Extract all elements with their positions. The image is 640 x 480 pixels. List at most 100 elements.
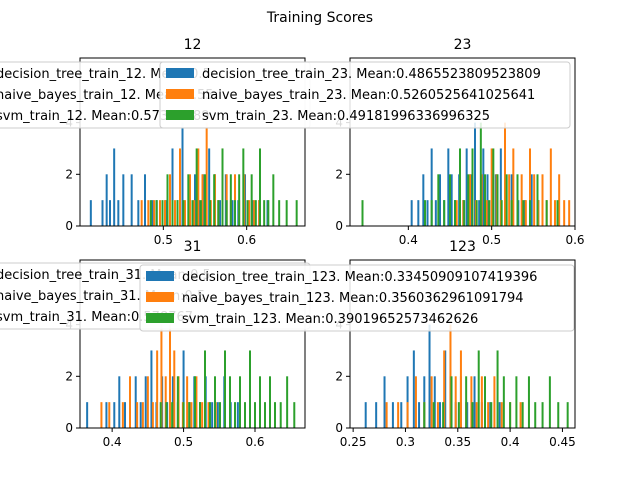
legend-123: decision_tree_train_123. Mean:0.33450909… (139, 264, 575, 332)
histogram-bar (432, 402, 435, 428)
histogram-bar (534, 402, 537, 428)
histogram-bar (144, 376, 147, 428)
legend-23: decision_tree_train_23. Mean:0.486552380… (159, 61, 571, 129)
histogram-bar (530, 174, 533, 226)
histogram-bar (439, 174, 441, 226)
x-tick-label: 0.5 (174, 435, 193, 449)
histogram-bar (195, 376, 198, 428)
histogram-bar (144, 174, 146, 226)
histogram-bar (199, 402, 201, 428)
histogram-bar (556, 200, 559, 226)
legend-label: naive_bayes_train_23. Mean:0.52605256410… (202, 88, 535, 103)
histogram-bar (488, 200, 491, 226)
histogram-bar (443, 350, 446, 428)
histogram-bar (263, 200, 266, 226)
subplot-title: 123 (449, 239, 476, 255)
histogram-bar (182, 402, 185, 428)
histogram-bar (437, 174, 440, 226)
histogram-bar (153, 200, 156, 226)
histogram-bar (279, 402, 282, 428)
histogram-bar (439, 402, 441, 428)
histogram-bar (482, 148, 485, 226)
figure-title: Training Scores (266, 10, 373, 26)
histogram-bar (449, 324, 452, 428)
histogram-bar (239, 376, 241, 428)
subplot-31: 310.40.50.6024 (65, 239, 306, 449)
histogram-bar (558, 174, 561, 226)
histogram-bar (433, 376, 436, 428)
histogram-bar (469, 174, 471, 226)
y-tick-label: 0 (65, 421, 73, 435)
histogram-bar (214, 376, 216, 428)
histogram-bar (549, 148, 552, 226)
histogram-bar (471, 402, 474, 428)
histogram-bar (463, 200, 466, 226)
histogram-bar (169, 324, 171, 428)
legend-label: decision_tree_train_23. Mean:0.486552380… (202, 67, 541, 82)
legend-swatch (146, 271, 174, 281)
x-tick-label: 0.5 (154, 233, 173, 247)
axes-frame (349, 57, 576, 227)
histogram-bar (450, 376, 453, 428)
histogram-bar (204, 350, 206, 428)
histogram-bar (187, 174, 190, 226)
x-tick-label: 0.5 (482, 233, 501, 247)
histogram-bar (529, 148, 531, 226)
histogram-bar (161, 200, 164, 226)
histogram-bar (244, 402, 246, 428)
histogram-bar (225, 200, 228, 226)
histogram-bar (426, 200, 429, 226)
histogram-bar (454, 376, 457, 428)
histogram-bar (444, 350, 447, 428)
histogram-bar (259, 148, 261, 226)
histogram-bar (155, 200, 158, 226)
histogram-bar (234, 200, 236, 226)
histogram-bar (524, 200, 527, 226)
legend-swatch (146, 313, 174, 323)
histogram-bar (400, 402, 403, 428)
histogram-bar (173, 350, 176, 428)
legend-label: decision_tree_train_123. Mean:0.33450909… (182, 270, 537, 285)
histogram-bar (364, 402, 367, 428)
histogram-bar (171, 200, 174, 226)
histogram-bar (473, 376, 476, 428)
y-tick-label: 2 (335, 369, 343, 383)
histogram-bar (171, 148, 174, 226)
histogram-bar (443, 200, 446, 226)
histogram-bar (234, 402, 236, 428)
histogram-bar (485, 200, 488, 226)
histogram-bar (150, 350, 153, 428)
histogram-bar (186, 376, 189, 428)
histogram-bar (238, 174, 241, 226)
histogram-bar (201, 174, 204, 226)
histogram-bar (541, 174, 544, 226)
histogram-bar (248, 200, 251, 226)
legend-swatch (166, 89, 194, 99)
legend-swatch (146, 292, 174, 302)
legend-label: svm_train_123. Mean:0.39019652573462626 (182, 312, 478, 327)
histogram-bar (414, 376, 417, 428)
legend-swatch (166, 68, 194, 78)
histogram-bar (179, 148, 181, 226)
histogram-bar (254, 402, 256, 428)
histogram-bar (548, 376, 551, 428)
histogram-bar (219, 402, 221, 428)
histogram-bar (272, 174, 275, 226)
histogram-bar (207, 402, 210, 428)
histogram-bar (181, 122, 184, 226)
x-tick-label: 0.4 (399, 233, 418, 247)
histogram-bar (541, 402, 544, 428)
histogram-bar (159, 402, 162, 428)
histogram-bar (502, 376, 505, 428)
histogram-bar (465, 148, 468, 226)
histogram-bar (156, 350, 159, 428)
histogram-bar (89, 200, 92, 226)
x-tick-label: 0.4 (103, 435, 122, 449)
histogram-bar (489, 402, 492, 428)
histogram-bar (450, 174, 453, 226)
x-tick-label: 0.25 (340, 435, 367, 449)
histogram-bar (242, 148, 245, 226)
histogram-bar (293, 402, 296, 428)
histogram-bar (434, 200, 437, 226)
